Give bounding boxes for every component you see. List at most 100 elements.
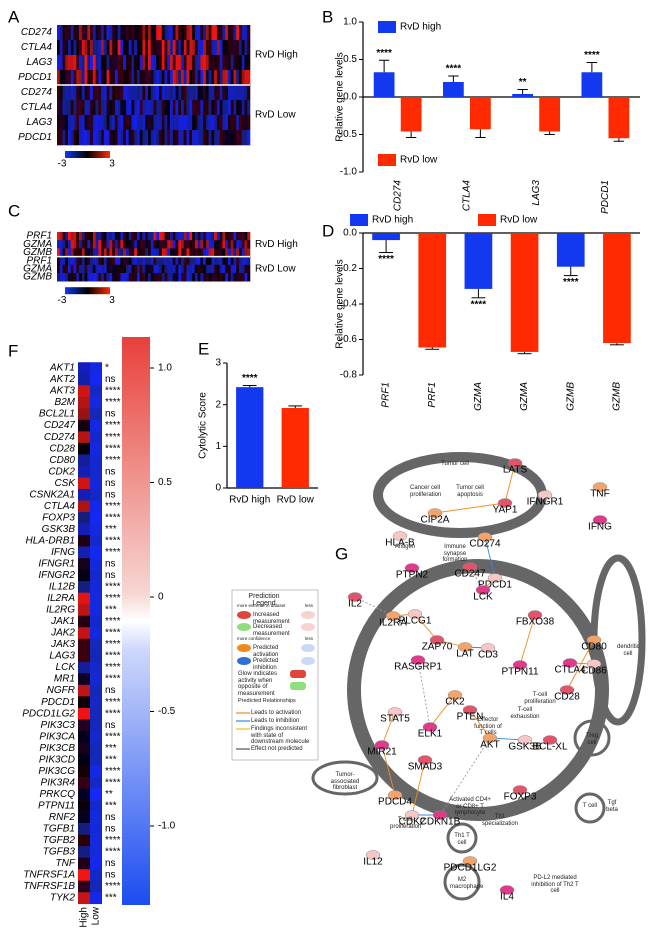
heatmap-cell (189, 240, 193, 249)
heatmap-cell (167, 273, 171, 282)
heatmap-cell (167, 85, 171, 101)
heatmap-cell (200, 70, 204, 86)
heatmap-cell (216, 55, 220, 71)
y-axis-label: Cytolytic Score (198, 392, 209, 459)
heatmap-cell (139, 25, 143, 41)
heatmap-cell (161, 25, 165, 41)
heatmap-cell (78, 419, 90, 432)
heatmap-cell (95, 55, 99, 71)
heatmap-cell (175, 240, 179, 249)
heatmap-cell (90, 765, 102, 778)
heatmap-cell (70, 70, 74, 86)
network-node (482, 733, 498, 743)
heatmap-cell (112, 40, 116, 56)
node-label: PTPN2 (396, 570, 429, 581)
heatmap-cell (128, 100, 132, 116)
heatmap-cell (200, 115, 204, 131)
heatmap-cell (101, 100, 105, 116)
heatmap-cell (98, 248, 102, 257)
y-tick-label: 1.0 (343, 17, 357, 28)
heatmap-cell (92, 40, 96, 56)
process-label: T-cell proliferation (524, 692, 556, 705)
heatmap-cell (153, 256, 157, 266)
heatmap-cell (70, 100, 74, 116)
heatmap-cell (167, 256, 171, 266)
heatmap-cell (103, 273, 107, 282)
heatmap-cell (79, 248, 83, 257)
edge (417, 659, 431, 728)
heatmap-cell (125, 130, 129, 146)
heatmap-cell (73, 115, 77, 131)
heatmap-cell (219, 264, 223, 274)
heatmap-cell (123, 40, 127, 56)
significance: **** (105, 501, 121, 512)
heatmap-cell (114, 25, 118, 41)
heatmap-cell (81, 100, 85, 116)
heatmap-cell (205, 240, 209, 249)
heatmap-cell (73, 248, 77, 257)
edge (411, 759, 426, 816)
heatmap-cell (189, 256, 193, 266)
network-node (586, 635, 602, 645)
heatmap-cell (219, 70, 223, 86)
y-tick-label: 0 (215, 483, 221, 494)
heatmap-cell (156, 25, 160, 41)
heatmap-cell (70, 40, 74, 56)
heatmap-cell (73, 264, 77, 274)
heatmap-cell (227, 240, 231, 249)
heatmap-cell (247, 40, 251, 56)
heatmap-cell (197, 256, 201, 266)
node-label: PTPN11 (501, 667, 538, 678)
heatmap-cell (192, 256, 196, 266)
heatmap-cell (76, 40, 80, 56)
heatmap-cell (208, 240, 212, 249)
heatmap-cell (205, 256, 209, 266)
heatmap-cell (79, 40, 83, 56)
heatmap-cell (90, 823, 102, 835)
heatmap-cell (161, 240, 165, 249)
heatmap-cell (214, 232, 218, 241)
heatmap-cell (216, 256, 220, 266)
heatmap-cell (153, 85, 157, 101)
node-label: STAT5 (380, 714, 410, 725)
heatmap-cell (222, 130, 226, 146)
heatmap-cell (167, 240, 171, 249)
significance: ** (105, 789, 113, 800)
heatmap-cell (112, 273, 116, 282)
heatmap-cell (189, 100, 193, 116)
network-node (462, 856, 478, 866)
heatmap-cell (183, 240, 187, 249)
heatmap-cell (178, 115, 182, 131)
heatmap-cell (164, 232, 168, 241)
heatmap-cell (90, 846, 102, 858)
heatmap-cell (134, 264, 138, 274)
heatmap-cell (156, 130, 160, 146)
heatmap-cell (241, 256, 245, 266)
heatmap-cell (79, 256, 83, 266)
heatmap-cell (205, 25, 209, 41)
heatmap-cell (208, 232, 212, 241)
heatmap-cell (164, 70, 168, 86)
heatmap-cell (189, 273, 193, 282)
heatmap-cell (244, 25, 248, 41)
heatmap-cell (78, 765, 90, 778)
heatmap-cell (244, 273, 248, 282)
x-tick-label: GZMA (473, 382, 484, 411)
heatmap-cell (189, 130, 193, 146)
heatmap-cell (172, 100, 176, 116)
heatmap-cell (156, 232, 160, 241)
heatmap-cell (109, 100, 113, 116)
heatmap-cell (79, 232, 83, 241)
heatmap-cell (225, 25, 229, 41)
y-tick-label: -0.8 (340, 370, 358, 381)
heatmap-cell (161, 40, 165, 56)
heatmap-cell (131, 100, 135, 116)
heatmap-cell (112, 248, 116, 257)
heatmap-cell (90, 753, 102, 766)
gene-label: PDCD1 (18, 72, 52, 83)
heatmap-cell (241, 70, 245, 86)
significance: **** (105, 881, 121, 892)
heatmap-cell (142, 40, 146, 56)
heatmap-cell (145, 85, 149, 101)
heatmap-cell (117, 100, 121, 116)
